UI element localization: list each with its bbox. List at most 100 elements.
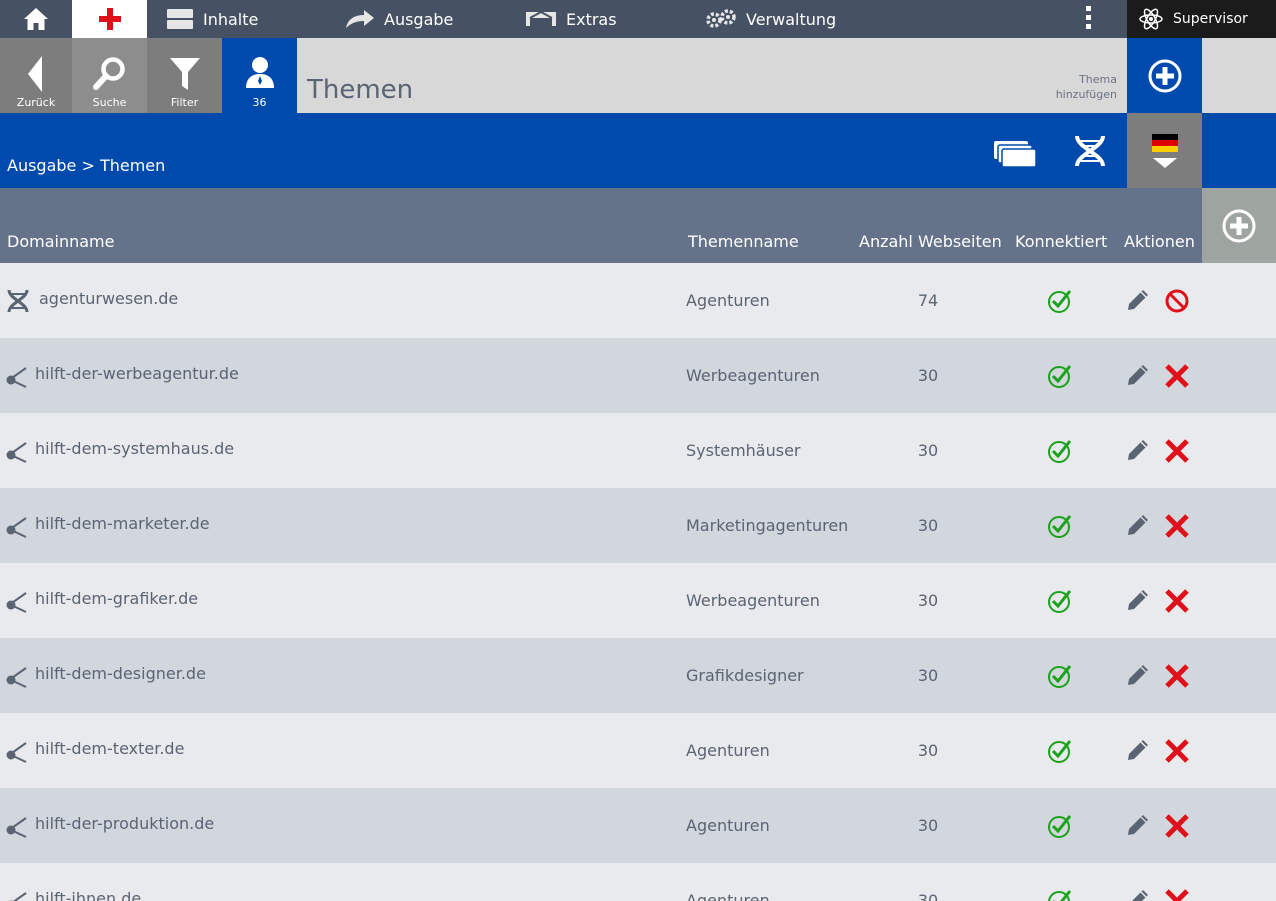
user-menu[interactable]: Supervisor <box>1127 0 1276 38</box>
theme-name: Agenturen <box>686 816 770 835</box>
cards-button[interactable] <box>977 113 1052 188</box>
add-theme-button[interactable] <box>1127 38 1202 113</box>
search-button[interactable]: Suche <box>72 38 147 113</box>
pencil-icon[interactable] <box>1126 813 1150 837</box>
plus-circle-icon <box>1222 209 1256 242</box>
pencil-icon[interactable] <box>1126 738 1150 762</box>
website-count: 30 <box>917 366 939 385</box>
theme-name: Agenturen <box>686 741 770 760</box>
table-row[interactable]: hilft-dem-grafiker.de Werbeagenturen 30 <box>0 563 1276 638</box>
table-row[interactable]: hilft-dem-designer.de Grafikdesigner 30 <box>0 638 1276 713</box>
pencil-icon[interactable] <box>1126 888 1150 901</box>
check-circle-icon <box>1048 740 1072 763</box>
drawer-icon <box>167 9 193 29</box>
user-icon <box>245 57 274 88</box>
link-icon <box>6 517 27 538</box>
pencil-icon[interactable] <box>1126 363 1150 387</box>
x-icon[interactable] <box>1164 438 1190 464</box>
domain-name[interactable]: agenturwesen.de <box>39 289 179 308</box>
filter-button[interactable]: Filter <box>147 38 222 113</box>
domain-name[interactable]: hilft-dem-marketer.de <box>35 514 210 533</box>
add-theme-hint: Thema hinzufügen <box>1040 72 1117 102</box>
theme-name: Agenturen <box>686 291 770 310</box>
stacked-cards-icon <box>993 140 1036 167</box>
pencil-icon[interactable] <box>1126 663 1150 687</box>
german-flag-icon <box>1151 133 1178 152</box>
domain-name[interactable]: hilft-ihnen.de <box>35 889 142 901</box>
emergency-button[interactable] <box>72 0 147 38</box>
table-row[interactable]: hilft-der-werbeagentur.de Werbeagenturen… <box>0 338 1276 413</box>
users-button[interactable]: 36 <box>222 38 297 113</box>
user-name: Supervisor <box>1173 11 1248 27</box>
chevron-down-icon <box>1152 157 1177 168</box>
domain-name[interactable]: hilft-der-werbeagentur.de <box>35 364 239 383</box>
nav-ausgabe-label: Ausgabe <box>384 9 454 29</box>
home-button[interactable] <box>0 0 72 38</box>
table-row[interactable]: hilft-dem-texter.de Agenturen 30 <box>0 713 1276 788</box>
x-icon[interactable] <box>1164 663 1190 689</box>
column-header-theme[interactable]: Themenname <box>688 232 799 251</box>
check-circle-icon <box>1048 815 1072 838</box>
check-circle-icon <box>1048 590 1072 613</box>
column-header-connected[interactable]: Konnektiert <box>1015 232 1108 251</box>
column-header-actions: Aktionen <box>1124 232 1195 251</box>
nav-ausgabe[interactable]: Ausgabe <box>346 0 453 38</box>
language-selector[interactable] <box>1127 113 1202 188</box>
add-row-button[interactable] <box>1202 188 1276 263</box>
gears-icon <box>706 9 736 28</box>
dna-icon <box>7 289 29 313</box>
x-icon[interactable] <box>1164 363 1190 389</box>
theme-name: Werbeagenturen <box>686 591 820 610</box>
domain-name[interactable]: hilft-dem-texter.de <box>35 739 185 758</box>
column-header-count[interactable]: Anzahl Webseiten <box>859 232 1002 251</box>
website-count: 30 <box>917 666 939 685</box>
share-arrow-icon <box>346 10 374 28</box>
nav-inhalte[interactable]: Inhalte <box>167 0 258 38</box>
pencil-icon[interactable] <box>1126 288 1150 312</box>
domain-name[interactable]: hilft-der-produktion.de <box>35 814 215 833</box>
toolbar: Zurück Suche Filter 36 Themen <box>0 38 1276 113</box>
domain-name[interactable]: hilft-dem-systemhaus.de <box>35 439 235 458</box>
x-icon[interactable] <box>1164 513 1190 539</box>
top-nav: Inhalte Ausgabe Extras Verwaltung <box>0 0 1276 38</box>
dna-button[interactable] <box>1052 113 1127 188</box>
x-icon[interactable] <box>1164 888 1190 901</box>
nav-verwaltung[interactable]: Verwaltung <box>706 0 836 38</box>
table-row[interactable]: hilft-der-produktion.de Agenturen 30 <box>0 788 1276 863</box>
check-circle-icon <box>1048 890 1072 901</box>
nav-verwaltung-label: Verwaltung <box>746 9 837 29</box>
pencil-icon[interactable] <box>1126 513 1150 537</box>
filter-label: Filter <box>170 96 199 109</box>
add-hint-line1: Thema <box>1079 73 1117 86</box>
x-icon[interactable] <box>1164 738 1190 764</box>
website-count: 30 <box>917 516 939 535</box>
x-icon[interactable] <box>1164 813 1190 839</box>
check-circle-icon <box>1048 440 1072 463</box>
website-count: 30 <box>917 441 939 460</box>
table-body: agenturwesen.de Agenturen 74 hilft-der-w… <box>0 263 1276 901</box>
table-row[interactable]: hilft-ihnen.de Agenturen 30 <box>0 863 1276 901</box>
table-row[interactable]: hilft-dem-marketer.de Marketingagenturen… <box>0 488 1276 563</box>
website-count: 74 <box>917 291 939 310</box>
theme-name: Agenturen <box>686 891 770 901</box>
table-row[interactable]: agenturwesen.de Agenturen 74 <box>0 263 1276 338</box>
back-button[interactable]: Zurück <box>0 38 72 113</box>
block-icon[interactable] <box>1164 288 1190 314</box>
website-count: 30 <box>917 816 939 835</box>
more-menu-button[interactable] <box>1080 6 1098 32</box>
table-header: Domainname Themenname Anzahl Webseiten K… <box>0 188 1276 263</box>
column-header-domain[interactable]: Domainname <box>7 232 115 251</box>
pencil-icon[interactable] <box>1126 588 1150 612</box>
theme-name: Werbeagenturen <box>686 366 820 385</box>
user-count: 36 <box>252 96 267 109</box>
x-icon[interactable] <box>1164 588 1190 614</box>
domain-name[interactable]: hilft-dem-designer.de <box>35 664 206 683</box>
search-icon <box>92 57 125 90</box>
link-icon <box>6 742 27 763</box>
add-hint-line2: hinzufügen <box>1055 88 1117 101</box>
website-count: 30 <box>917 741 939 760</box>
nav-extras[interactable]: Extras <box>526 0 617 38</box>
domain-name[interactable]: hilft-dem-grafiker.de <box>35 589 199 608</box>
table-row[interactable]: hilft-dem-systemhaus.de Systemhäuser 30 <box>0 413 1276 488</box>
pencil-icon[interactable] <box>1126 438 1150 462</box>
